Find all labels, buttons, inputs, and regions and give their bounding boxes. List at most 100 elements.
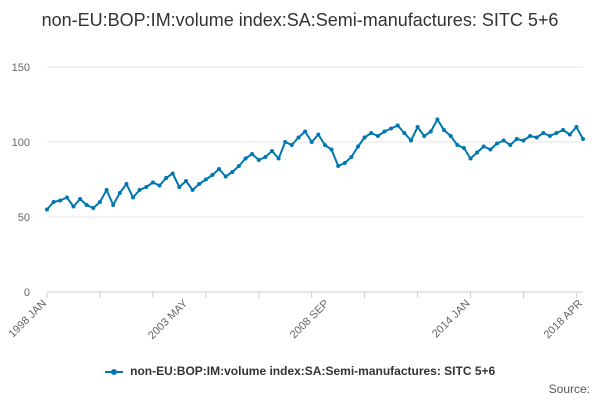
data-point[interactable] — [561, 128, 566, 132]
data-point[interactable] — [488, 147, 493, 152]
data-point[interactable] — [58, 198, 63, 203]
data-point[interactable] — [362, 135, 367, 140]
x-tick-label: 2003 MAY — [146, 297, 191, 342]
data-point[interactable] — [296, 135, 301, 140]
data-point[interactable] — [415, 125, 420, 129]
legend[interactable]: non-EU:BOP:IM:volume index:SA:Semi-manuf… — [0, 364, 600, 378]
data-point[interactable] — [263, 155, 268, 159]
data-point[interactable] — [521, 138, 526, 143]
data-point[interactable] — [329, 147, 334, 152]
y-tick-label: 100 — [12, 137, 30, 149]
data-point[interactable] — [309, 140, 314, 144]
data-point[interactable] — [230, 170, 235, 174]
y-tick-label: 0 — [24, 287, 30, 299]
data-point[interactable] — [197, 182, 202, 186]
data-point[interactable] — [402, 131, 407, 135]
data-point[interactable] — [481, 144, 486, 149]
x-tick-label: 1998 JAN — [6, 298, 49, 341]
data-point[interactable] — [336, 164, 341, 168]
x-tick-label: 2008 SEP — [288, 298, 332, 342]
data-point[interactable] — [442, 128, 446, 132]
data-point[interactable] — [349, 155, 354, 159]
data-point[interactable] — [78, 197, 83, 201]
data-point[interactable] — [117, 191, 122, 195]
chart-title: non-EU:BOP:IM:volume index:SA:Semi-manuf… — [41, 10, 559, 30]
data-point[interactable] — [177, 185, 182, 189]
data-point[interactable] — [150, 180, 155, 185]
data-point[interactable] — [236, 164, 241, 168]
y-axis-labels: 0 50 100 150 — [12, 62, 30, 299]
data-point[interactable] — [71, 204, 76, 209]
data-point[interactable] — [124, 182, 129, 186]
x-axis-labels: 1998 JAN 2003 MAY 2008 SEP 2014 JAN 2018 APR — [6, 297, 585, 342]
data-point[interactable] — [144, 185, 149, 189]
data-point[interactable] — [91, 206, 96, 210]
data-point[interactable] — [501, 138, 506, 143]
data-point[interactable] — [223, 174, 228, 179]
data-point[interactable] — [256, 158, 261, 162]
data-point[interactable] — [369, 131, 374, 135]
data-point[interactable] — [342, 161, 347, 165]
data-point[interactable] — [184, 179, 188, 183]
data-point[interactable] — [574, 125, 579, 129]
data-point[interactable] — [250, 152, 255, 156]
data-point[interactable] — [322, 143, 327, 147]
legend-marker — [104, 368, 123, 375]
data-point[interactable] — [170, 171, 175, 176]
data-point[interactable] — [164, 176, 169, 180]
data-point[interactable] — [508, 143, 513, 147]
data-point[interactable] — [316, 132, 321, 137]
data-point[interactable] — [375, 134, 380, 138]
data-point[interactable] — [534, 135, 539, 140]
data-point[interactable] — [528, 134, 533, 138]
data-point[interactable] — [409, 138, 413, 143]
x-tick-label: 2018 APR — [542, 298, 586, 342]
data-point[interactable] — [64, 195, 69, 200]
data-point[interactable] — [210, 173, 215, 177]
data-point[interactable] — [541, 131, 546, 135]
data-point[interactable] — [422, 134, 427, 138]
data-point[interactable] — [217, 167, 221, 171]
data-point[interactable] — [45, 207, 49, 212]
data-point[interactable] — [389, 126, 394, 131]
x-axis — [46, 291, 583, 298]
data-point[interactable] — [448, 134, 453, 138]
data-point[interactable] — [157, 183, 162, 188]
data-point[interactable] — [382, 129, 387, 134]
data-point[interactable] — [455, 143, 460, 147]
data-point[interactable] — [495, 141, 499, 146]
data-point[interactable] — [547, 134, 552, 138]
data-point[interactable] — [270, 149, 274, 153]
data-point[interactable] — [190, 188, 195, 192]
y-tick-label: 50 — [18, 212, 30, 224]
data-point[interactable] — [461, 146, 466, 150]
data-point[interactable] — [137, 188, 142, 192]
series-line — [46, 118, 584, 211]
data-point[interactable] — [276, 156, 281, 161]
x-tick-label: 2014 JAN — [430, 298, 473, 341]
y-tick-label: 150 — [12, 62, 30, 74]
data-point[interactable] — [395, 123, 400, 128]
data-point[interactable] — [97, 200, 102, 204]
data-point[interactable] — [581, 137, 585, 141]
source-label: Source: — [548, 382, 590, 396]
data-point[interactable] — [475, 150, 480, 155]
data-point[interactable] — [468, 156, 473, 161]
data-point[interactable] — [84, 203, 89, 207]
data-point[interactable] — [283, 140, 288, 144]
data-point[interactable] — [567, 132, 572, 137]
data-point[interactable] — [51, 200, 56, 204]
data-point[interactable] — [131, 195, 135, 200]
legend-label: non-EU:BOP:IM:volume index:SA:Semi-manuf… — [130, 364, 496, 378]
data-point[interactable] — [435, 117, 440, 122]
data-point[interactable] — [554, 131, 559, 135]
data-point[interactable] — [203, 177, 208, 182]
data-point[interactable] — [356, 144, 360, 149]
data-point[interactable] — [428, 129, 433, 134]
data-point[interactable] — [243, 156, 248, 161]
data-point[interactable] — [104, 188, 109, 192]
data-point[interactable] — [111, 203, 116, 207]
data-point[interactable] — [514, 137, 519, 141]
data-point[interactable] — [289, 143, 294, 147]
data-point[interactable] — [303, 129, 308, 134]
